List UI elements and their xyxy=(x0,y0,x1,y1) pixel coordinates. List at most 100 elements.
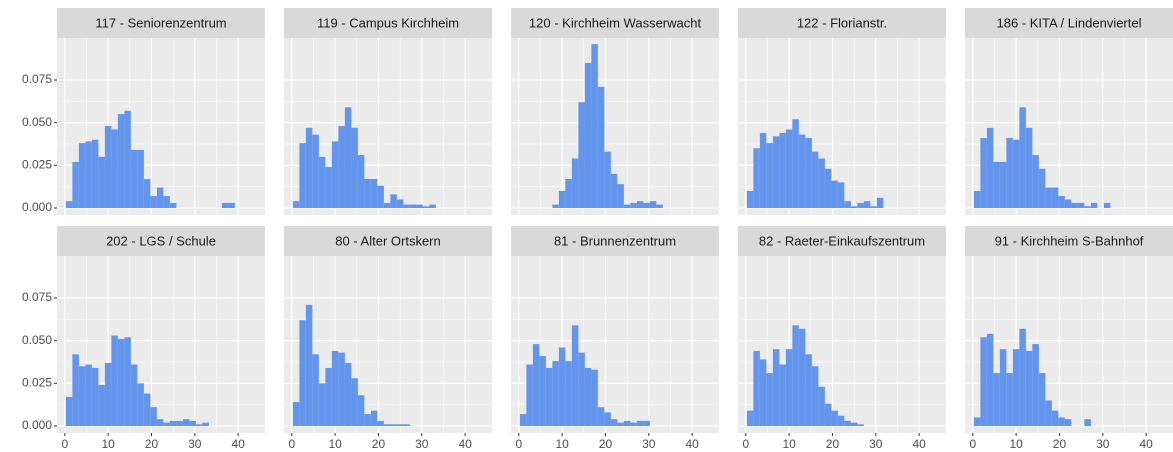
bar xyxy=(130,149,138,209)
strip-title: 81 - Brunnenzentrum xyxy=(554,233,676,248)
bar xyxy=(643,420,650,427)
strip xyxy=(965,8,1173,38)
x-tick-label: 40 xyxy=(1139,437,1153,451)
bar xyxy=(338,352,345,427)
bar xyxy=(565,178,572,209)
bar xyxy=(578,102,585,209)
bar xyxy=(325,367,332,427)
bar xyxy=(318,156,326,209)
bar xyxy=(766,373,773,427)
bar xyxy=(623,204,631,209)
bar xyxy=(228,202,235,209)
bar xyxy=(325,167,332,209)
bar xyxy=(169,420,177,427)
x-tick-label: 30 xyxy=(642,437,656,451)
bar xyxy=(571,158,579,209)
bar xyxy=(390,194,397,209)
x-tick-label: 30 xyxy=(415,437,429,451)
strip xyxy=(284,8,492,38)
bar xyxy=(753,148,760,209)
bar xyxy=(1025,127,1033,209)
bar xyxy=(539,356,546,427)
bar xyxy=(1045,187,1052,209)
bar xyxy=(72,161,79,209)
bar xyxy=(792,325,799,427)
strip-title: 82 - Raeter-Einkaufszentrum xyxy=(759,233,925,248)
bar xyxy=(305,127,313,209)
x-tick-label: 20 xyxy=(145,437,159,451)
bar xyxy=(85,141,92,209)
y-tick-label: 0.000 xyxy=(22,200,52,214)
bar xyxy=(993,161,1000,209)
bar xyxy=(1006,138,1013,209)
bar xyxy=(759,132,767,209)
bar xyxy=(163,422,170,427)
bar xyxy=(656,204,663,209)
bar xyxy=(331,350,339,427)
bar xyxy=(1064,199,1072,209)
bar xyxy=(396,199,404,209)
bar xyxy=(746,410,754,427)
bar xyxy=(143,393,151,427)
bar xyxy=(1084,206,1091,209)
bar xyxy=(532,344,540,427)
bar xyxy=(986,333,994,427)
strip xyxy=(511,226,719,256)
x-tick-label: 20 xyxy=(1053,437,1067,451)
bar xyxy=(1032,344,1039,427)
bar xyxy=(124,110,131,209)
bar xyxy=(623,420,631,427)
bar xyxy=(811,151,819,209)
bar xyxy=(396,424,404,427)
bar xyxy=(98,385,105,427)
bar xyxy=(78,143,86,209)
bar xyxy=(383,424,391,427)
bar xyxy=(117,114,125,209)
bar xyxy=(377,420,384,427)
bar xyxy=(805,138,812,209)
bar xyxy=(117,338,125,427)
bar xyxy=(597,86,605,209)
bar xyxy=(390,424,397,427)
bar xyxy=(552,204,559,209)
bar xyxy=(344,362,352,427)
bar xyxy=(422,206,430,209)
bar xyxy=(837,415,845,427)
bar xyxy=(584,62,592,209)
bar xyxy=(1051,187,1059,209)
bar xyxy=(772,136,780,209)
bar xyxy=(753,350,760,427)
bar xyxy=(351,378,358,427)
bar xyxy=(870,206,877,209)
bar xyxy=(850,206,858,209)
bar xyxy=(824,168,832,209)
x-tick-label: 40 xyxy=(231,437,245,451)
bar xyxy=(831,410,838,427)
x-tick-label: 0 xyxy=(969,437,976,451)
bar xyxy=(370,410,378,427)
bar xyxy=(824,403,832,427)
bar xyxy=(78,366,86,427)
bar xyxy=(850,422,858,427)
bar xyxy=(604,412,611,427)
bar xyxy=(876,197,884,209)
bar xyxy=(973,190,981,209)
bar xyxy=(312,134,319,209)
bar xyxy=(597,407,605,427)
bar xyxy=(104,362,112,427)
bar xyxy=(844,420,851,427)
bar xyxy=(416,204,423,209)
bar xyxy=(124,337,131,427)
bar xyxy=(72,354,79,427)
bar xyxy=(403,424,410,427)
bar xyxy=(636,420,644,427)
bar xyxy=(176,420,183,427)
bar xyxy=(1006,373,1013,427)
bar xyxy=(312,354,319,427)
y-tick-label: 0.050 xyxy=(22,333,52,347)
bar xyxy=(980,138,987,209)
bar xyxy=(986,127,994,209)
bar xyxy=(65,201,73,209)
x-tick-label: 20 xyxy=(826,437,840,451)
